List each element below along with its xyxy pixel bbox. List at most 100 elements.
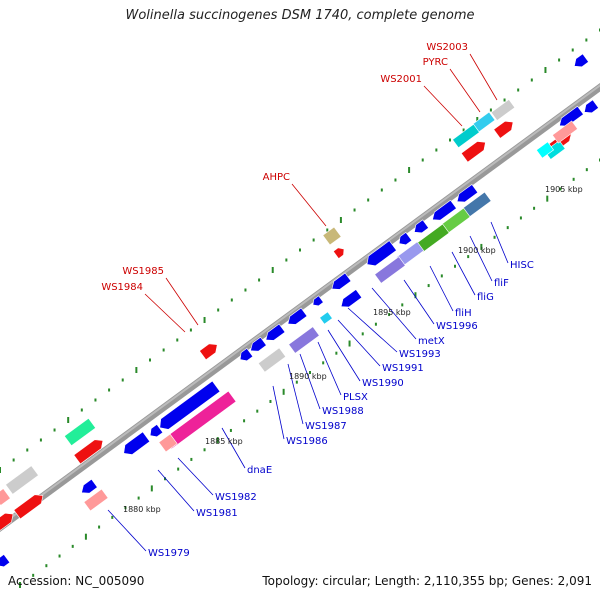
gene-feature bbox=[366, 240, 397, 267]
label-leader bbox=[449, 68, 481, 113]
gene-feature-shape bbox=[340, 289, 363, 308]
gene-feature-shape bbox=[73, 439, 104, 465]
gene-feature bbox=[573, 53, 590, 68]
gene-feature bbox=[559, 105, 584, 127]
gene-feature-shape bbox=[490, 99, 516, 121]
gene-feature-shape bbox=[573, 53, 590, 68]
gene-feature-shape bbox=[250, 336, 267, 352]
gene-feature-shape bbox=[332, 247, 345, 260]
gene-feature-shape bbox=[456, 184, 479, 203]
label-leader bbox=[347, 307, 398, 353]
label-leader bbox=[144, 293, 186, 333]
scale-label: 1890 kbp bbox=[289, 372, 327, 381]
gene-feature bbox=[250, 336, 267, 352]
gene-feature bbox=[544, 140, 566, 160]
gene-feature bbox=[5, 465, 39, 495]
gene-feature-shape bbox=[460, 141, 486, 163]
gene-label: fliG bbox=[477, 292, 494, 303]
gene-label: AHPC bbox=[263, 172, 290, 183]
gene-feature bbox=[331, 272, 352, 290]
gene-feature bbox=[456, 184, 479, 203]
gene-feature-shape bbox=[5, 465, 39, 495]
scale-label: 1905 kbp bbox=[545, 185, 583, 194]
gene-label: PYRC bbox=[423, 57, 448, 68]
gene-feature bbox=[0, 553, 11, 568]
scale-label: 1895 kbp bbox=[373, 308, 411, 317]
gene-label: WS1990 bbox=[362, 378, 404, 389]
gene-feature bbox=[73, 439, 104, 465]
gene-label: WS1991 bbox=[382, 363, 424, 374]
gene-feature-shape bbox=[551, 120, 579, 144]
map-title: Wolinella succinogenes DSM 1740, complet… bbox=[125, 8, 475, 23]
label-leader bbox=[451, 251, 476, 296]
gene-feature-shape bbox=[287, 307, 308, 325]
gene-feature-shape bbox=[432, 199, 457, 221]
gene-feature bbox=[340, 289, 363, 308]
gene-feature-shape bbox=[0, 553, 11, 568]
label-leader bbox=[429, 265, 454, 312]
gene-label: WS1993 bbox=[399, 349, 441, 360]
gene-feature-shape bbox=[544, 140, 566, 160]
gene-feature bbox=[332, 247, 345, 260]
gene-feature-shape bbox=[0, 512, 14, 531]
gene-label: WS1986 bbox=[286, 436, 328, 447]
label-leader bbox=[469, 235, 493, 282]
gene-feature bbox=[0, 488, 11, 506]
gene-feature-shape bbox=[149, 423, 164, 438]
label-leader bbox=[327, 329, 361, 382]
gene-feature-shape bbox=[319, 311, 333, 325]
label-leader bbox=[423, 85, 463, 127]
gene-label: WS1988 bbox=[322, 406, 364, 417]
gene-label: WS2003 bbox=[426, 42, 468, 53]
gene-feature-shape bbox=[123, 431, 151, 455]
gene-feature-shape bbox=[493, 120, 514, 139]
label-leader bbox=[221, 427, 246, 469]
scale-label: 1885 kbp bbox=[205, 437, 243, 446]
gene-feature-shape bbox=[63, 417, 97, 447]
gene-feature bbox=[81, 478, 98, 494]
gene-label: dnaE bbox=[247, 465, 272, 476]
gene-label: fliH bbox=[455, 308, 472, 319]
gene-label: WS1982 bbox=[215, 492, 257, 503]
label-leader bbox=[165, 277, 199, 326]
gene-feature bbox=[312, 295, 324, 307]
gene-label: WS1984 bbox=[101, 282, 143, 293]
label-leader bbox=[490, 221, 509, 264]
gene-feature-shape bbox=[81, 478, 98, 494]
gene-label: metX bbox=[418, 336, 445, 347]
gene-feature-shape bbox=[239, 347, 254, 362]
gene-feature bbox=[490, 99, 516, 121]
gene-feature-shape bbox=[398, 231, 413, 246]
gene-label: WS2001 bbox=[380, 74, 422, 85]
gene-feature bbox=[265, 323, 286, 341]
gene-label: HISC bbox=[510, 260, 534, 271]
gene-feature bbox=[493, 120, 514, 139]
gene-feature-shape bbox=[559, 105, 584, 127]
gene-feature-shape bbox=[13, 494, 44, 520]
genome-backbone-highlight bbox=[0, 84, 600, 527]
gene-feature bbox=[159, 380, 221, 430]
label-leader bbox=[291, 183, 327, 227]
gene-feature bbox=[319, 311, 333, 325]
gene-feature-shape bbox=[257, 347, 287, 373]
gene-feature-shape bbox=[158, 433, 178, 453]
gene-feature bbox=[322, 226, 342, 246]
gene-label: fliF bbox=[494, 278, 509, 289]
label-leader bbox=[317, 341, 342, 396]
gene-feature bbox=[199, 343, 218, 361]
gene-feature bbox=[432, 199, 457, 221]
gene-feature-shape bbox=[83, 488, 109, 512]
gene-feature bbox=[0, 512, 14, 531]
label-leader bbox=[371, 287, 417, 340]
gene-feature bbox=[83, 488, 109, 512]
gene-feature bbox=[13, 494, 44, 520]
label-leader bbox=[272, 385, 285, 440]
scale-label: 1900 kbp bbox=[458, 246, 496, 255]
feature-track bbox=[0, 53, 600, 568]
gene-feature bbox=[535, 141, 555, 159]
gene-feature-shape bbox=[159, 380, 221, 430]
label-leader bbox=[287, 363, 304, 425]
label-leader bbox=[403, 279, 435, 325]
